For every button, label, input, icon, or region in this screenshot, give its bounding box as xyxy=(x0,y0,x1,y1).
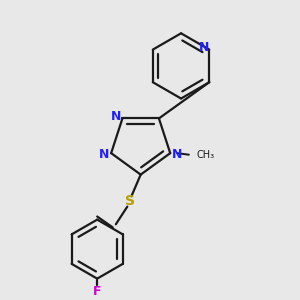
Text: N: N xyxy=(99,148,110,161)
Text: S: S xyxy=(125,194,135,208)
Text: N: N xyxy=(199,40,209,54)
Text: CH₃: CH₃ xyxy=(196,150,215,160)
Text: N: N xyxy=(172,148,182,161)
Text: F: F xyxy=(93,285,101,298)
Text: N: N xyxy=(110,110,121,123)
